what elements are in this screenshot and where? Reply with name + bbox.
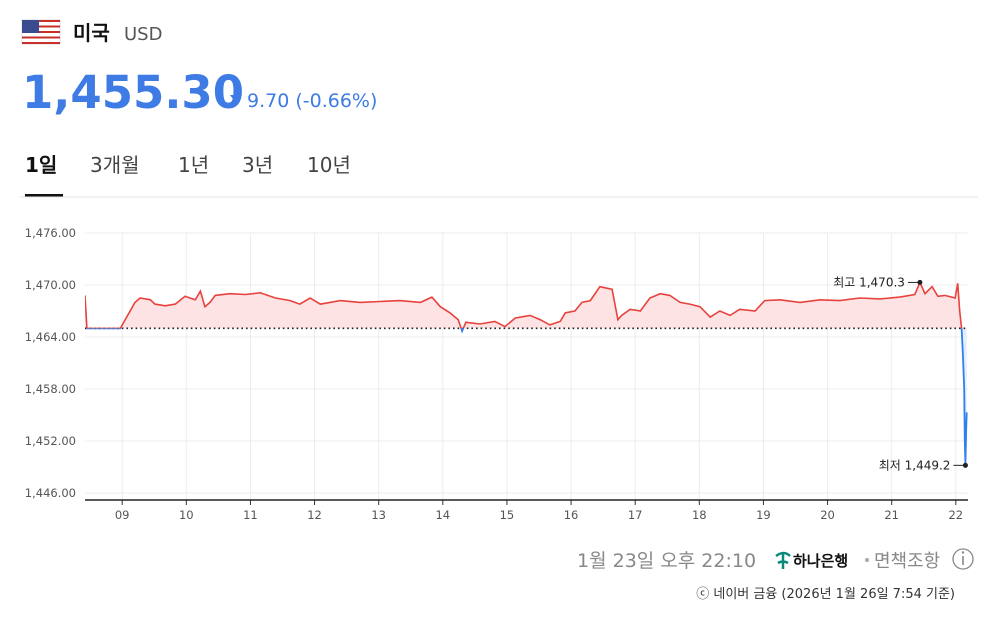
x-tick-label: 13 bbox=[371, 508, 386, 522]
us-flag bbox=[21, 19, 61, 45]
y-tick-label: 1,446.00 bbox=[25, 486, 76, 500]
price-change: 9.70 (-0.66%) bbox=[247, 90, 377, 112]
tabs: 1일 3개월 1년 3년 10년 bbox=[25, 153, 351, 197]
annotation-label: 최고 1,470.3 bbox=[833, 275, 905, 289]
annotation-label: 최저 1,449.2 bbox=[879, 458, 951, 472]
country: 미국 bbox=[73, 21, 110, 45]
x-tick-label: 12 bbox=[307, 508, 322, 522]
y-tick-label: 1,470.00 bbox=[25, 278, 76, 292]
y-tick-label: 1,458.00 bbox=[25, 382, 76, 396]
x-tick-label: 14 bbox=[435, 508, 450, 522]
x-tick-label: 16 bbox=[564, 508, 579, 522]
tab[interactable]: 1일 bbox=[25, 153, 57, 177]
x-tick-label: 17 bbox=[628, 508, 643, 522]
price: 1,455.30 bbox=[22, 66, 244, 119]
x-tick-label: 21 bbox=[884, 508, 899, 522]
x-tick-label: 22 bbox=[948, 508, 963, 522]
x-tick-label: 11 bbox=[243, 508, 258, 522]
x-tick-label: 19 bbox=[756, 508, 771, 522]
down-arrow bbox=[230, 95, 242, 103]
y-tick-label: 1,476.00 bbox=[25, 226, 76, 240]
x-tick-label: 10 bbox=[179, 508, 194, 522]
currency: USD bbox=[124, 24, 162, 45]
bank-name: 하나은행 bbox=[793, 552, 848, 570]
tab[interactable]: 3개월 bbox=[90, 153, 140, 177]
tab-underline bbox=[25, 194, 63, 197]
x-tick-label: 09 bbox=[115, 508, 130, 522]
x-tick-label: 20 bbox=[820, 508, 835, 522]
separator bbox=[865, 558, 869, 562]
y-tick-label: 1,452.00 bbox=[25, 434, 76, 448]
tab[interactable]: 1년 bbox=[178, 153, 209, 177]
annotation-dot bbox=[917, 279, 923, 285]
x-tick-label: 15 bbox=[500, 508, 515, 522]
bank-logo bbox=[775, 551, 791, 569]
annotation-dot bbox=[962, 462, 968, 468]
timestamp: 1월 23일 오후 22:10 bbox=[577, 550, 756, 572]
tab[interactable]: 3년 bbox=[242, 153, 273, 177]
chart: 1,446.00 1,452.00 1,458.00 1,464.00 1,470.00… bbox=[25, 226, 968, 522]
info-icon[interactable] bbox=[952, 548, 974, 570]
x-tick-label: 18 bbox=[692, 508, 707, 522]
area-up bbox=[85, 282, 967, 329]
disclaimer[interactable]: 면책조항 bbox=[874, 551, 940, 572]
source: ⓒ 네이버 금융 (2026년 1월 26일 7:54 기준) bbox=[696, 587, 955, 602]
tab[interactable]: 10년 bbox=[307, 153, 351, 177]
price-line-up bbox=[85, 280, 963, 329]
y-tick-label: 1,464.00 bbox=[25, 330, 76, 344]
